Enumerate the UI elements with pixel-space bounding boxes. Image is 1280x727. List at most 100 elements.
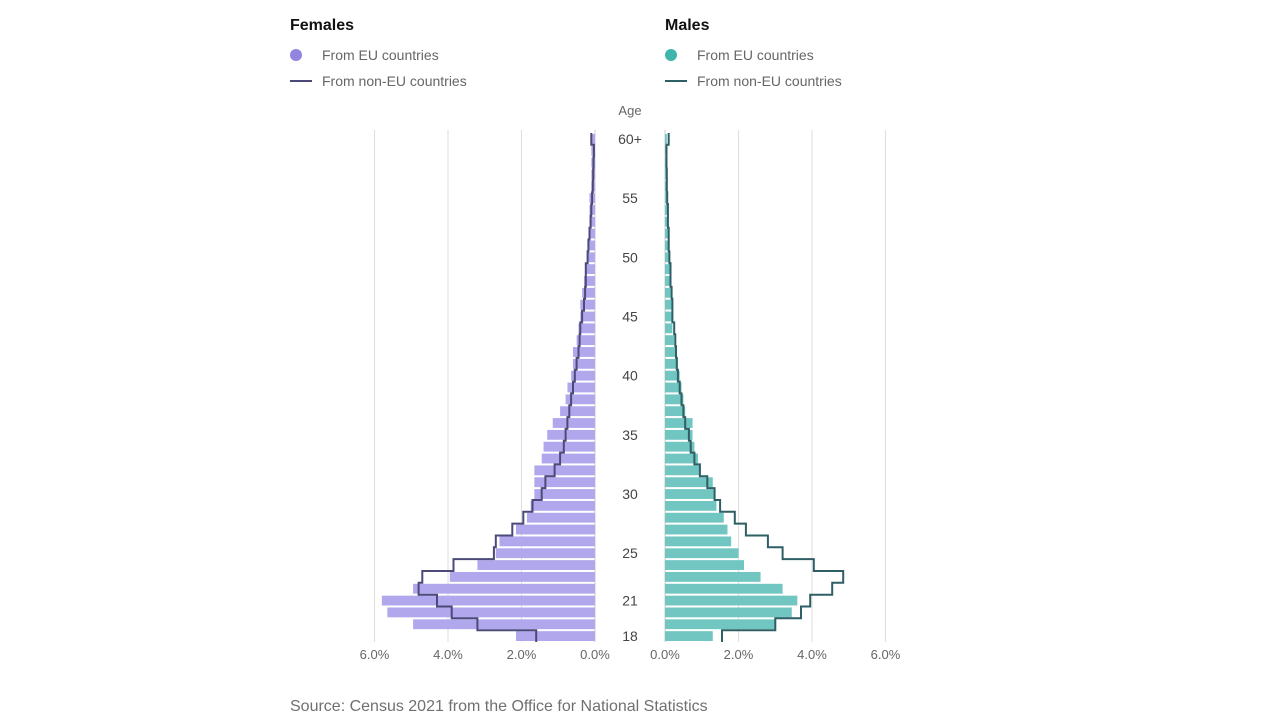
male-eu-bar-age-36[interactable] xyxy=(665,418,693,428)
female-eu-bar-age-60+[interactable] xyxy=(591,134,595,144)
female-eu-bar-age-34[interactable] xyxy=(543,441,595,452)
female-eu-bar-age-48[interactable] xyxy=(583,276,595,286)
female-noneu-step-line[interactable] xyxy=(417,133,595,642)
female-eu-bar-age-42[interactable] xyxy=(572,347,595,357)
female-eu-bar-age-28[interactable] xyxy=(527,512,595,523)
female-eu-bar-age-24[interactable] xyxy=(477,560,595,570)
male-eu-bar-age-23[interactable] xyxy=(665,571,761,582)
legend-male-noneu[interactable]: From non-EU countries xyxy=(665,72,842,90)
male-eu-bar-age-54[interactable] xyxy=(665,205,669,215)
female-eu-bar-age-49[interactable] xyxy=(585,264,595,275)
female-eu-bar-age-27[interactable] xyxy=(515,524,595,535)
female-noneu-line-icon xyxy=(290,80,312,82)
male-eu-bar-age-20[interactable] xyxy=(665,607,792,618)
female-eu-bar-age-52[interactable] xyxy=(589,228,595,239)
female-eu-bar-age-40[interactable] xyxy=(571,370,595,381)
male-eu-bar-age-28[interactable] xyxy=(665,512,724,523)
x-tick-female: 4.0% xyxy=(433,647,463,662)
female-eu-bar-age-53[interactable] xyxy=(589,216,595,227)
male-eu-bar-age-19[interactable] xyxy=(665,619,776,630)
male-eu-bar-age-48[interactable] xyxy=(665,276,671,286)
female-eu-bar-age-31[interactable] xyxy=(534,477,595,488)
female-eu-bar-age-26[interactable] xyxy=(499,536,595,547)
male-eu-bar-age-60+[interactable] xyxy=(665,134,667,144)
male-eu-bar-age-38[interactable] xyxy=(665,394,684,405)
male-eu-bar-age-42[interactable] xyxy=(665,347,677,357)
male-eu-bar-age-18[interactable] xyxy=(665,631,713,641)
male-eu-bar-age-29[interactable] xyxy=(665,500,717,511)
female-eu-bar-age-51[interactable] xyxy=(587,240,595,251)
female-eu-bar-age-18[interactable] xyxy=(515,631,595,641)
females-title: Females xyxy=(290,17,355,34)
male-eu-bar-age-26[interactable] xyxy=(665,536,732,547)
gridlines xyxy=(374,130,886,642)
male-eu-bar-age-35[interactable] xyxy=(665,429,693,440)
male-eu-bar-age-44[interactable] xyxy=(665,323,673,334)
female-eu-bar-age-47[interactable] xyxy=(582,287,595,298)
male-eu-bar-age-53[interactable] xyxy=(665,216,669,227)
male-eu-bar-age-25[interactable] xyxy=(665,548,739,559)
male-eu-bar-age-47[interactable] xyxy=(665,287,671,298)
female-eu-bar-age-32[interactable] xyxy=(534,465,595,476)
female-eu-bar-age-20[interactable] xyxy=(387,607,595,618)
legend-male-eu-label: From EU countries xyxy=(697,47,814,63)
male-eu-bar-age-55[interactable] xyxy=(665,193,667,204)
male-eu-bar-age-31[interactable] xyxy=(665,477,713,488)
x-tick-female: 6.0% xyxy=(360,647,390,662)
male-eu-bar-age-33[interactable] xyxy=(665,453,699,464)
legend-female-noneu[interactable]: From non-EU countries xyxy=(290,72,467,90)
population-pyramid-chart: Age 6.0% 4.0% 2.0% 0.0% 0.0% 2.0% 4.0% 6.0% 18 21… xyxy=(360,103,901,662)
female-eu-bar-age-33[interactable] xyxy=(541,453,595,464)
male-eu-bar-age-21[interactable] xyxy=(665,595,798,606)
x-tick-male: 6.0% xyxy=(871,647,901,662)
legend-female-noneu-label: From non-EU countries xyxy=(322,73,467,89)
male-eu-bar-age-39[interactable] xyxy=(665,382,682,393)
female-eu-bar-age-39[interactable] xyxy=(567,382,595,393)
female-eu-bar-age-21[interactable] xyxy=(381,595,595,606)
legend-female-eu-label: From EU countries xyxy=(322,47,439,63)
male-noneu-step-line[interactable] xyxy=(665,133,845,642)
male-eu-bar-age-32[interactable] xyxy=(665,465,700,476)
female-eu-bar-age-45[interactable] xyxy=(580,311,595,322)
female-eu-bar-age-37[interactable] xyxy=(560,406,595,417)
female-eu-bar-age-46[interactable] xyxy=(580,299,595,310)
males-title: Males xyxy=(665,17,710,34)
female-eu-bar-age-19[interactable] xyxy=(413,619,595,630)
male-eu-bar-age-51[interactable] xyxy=(665,240,669,251)
female-eu-bar-age-23[interactable] xyxy=(449,571,595,582)
age-tick-18: 18 xyxy=(622,628,638,644)
male-eu-bar-age-41[interactable] xyxy=(665,358,678,369)
legend-male-noneu-label: From non-EU countries xyxy=(697,73,842,89)
female-eu-bar-age-25[interactable] xyxy=(495,548,595,559)
legend-female-eu[interactable]: From EU countries xyxy=(290,46,439,64)
male-eu-bar-age-43[interactable] xyxy=(665,335,675,346)
male-eu-bar-age-37[interactable] xyxy=(665,406,686,417)
female-eu-bar-age-43[interactable] xyxy=(576,335,595,346)
male-eu-bar-age-49[interactable] xyxy=(665,264,671,275)
male-eu-bar-age-40[interactable] xyxy=(665,370,680,381)
age-tick-21: 21 xyxy=(622,593,638,609)
legend-male-eu[interactable]: From EU countries xyxy=(665,46,814,64)
male-eu-bar-age-30[interactable] xyxy=(665,489,715,499)
female-eu-bar-age-50[interactable] xyxy=(587,252,595,263)
age-tick-60+: 60+ xyxy=(618,131,642,147)
male-eu-bar-age-50[interactable] xyxy=(665,252,669,263)
female-eu-bar-age-41[interactable] xyxy=(572,358,595,369)
female-eu-bar-age-38[interactable] xyxy=(565,394,595,405)
female-eu-bar-age-29[interactable] xyxy=(530,500,595,511)
male-eu-bar-age-34[interactable] xyxy=(665,441,695,452)
male-eu-bar-age-45[interactable] xyxy=(665,311,673,322)
male-eu-bar-age-52[interactable] xyxy=(665,228,669,239)
female-eu-bar-age-35[interactable] xyxy=(547,429,595,440)
female-eu-dot-icon xyxy=(290,49,302,61)
female-eu-bar-age-36[interactable] xyxy=(552,418,595,428)
y-axis-title: Age xyxy=(618,103,641,118)
male-eu-bar-age-22[interactable] xyxy=(665,583,783,594)
female-eu-bar-age-30[interactable] xyxy=(534,489,595,499)
female-eu-bar-age-22[interactable] xyxy=(413,583,595,594)
male-eu-bar-age-27[interactable] xyxy=(665,524,728,535)
x-tick-male: 0.0% xyxy=(650,647,680,662)
female-eu-bar-age-44[interactable] xyxy=(578,323,595,334)
male-eu-bar-age-24[interactable] xyxy=(665,560,745,570)
male-eu-bar-age-46[interactable] xyxy=(665,299,673,310)
